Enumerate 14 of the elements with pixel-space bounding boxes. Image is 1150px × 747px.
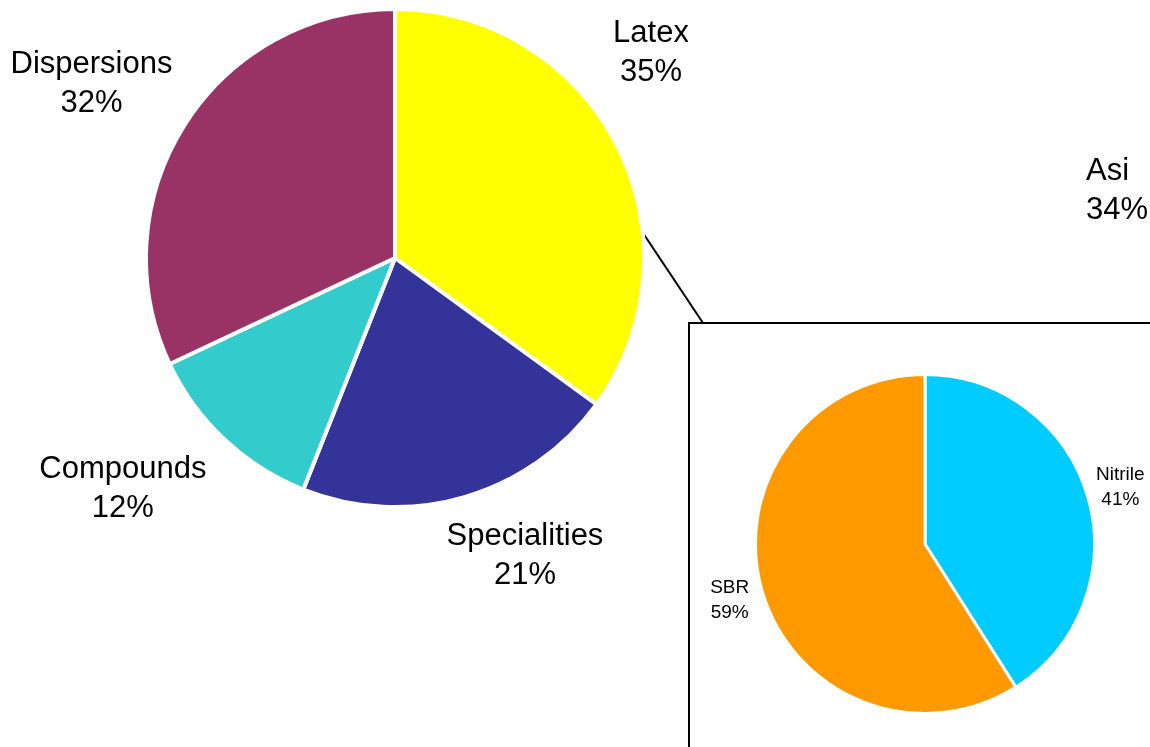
slice-label: Dispersions	[10, 44, 173, 80]
data-label: 12%	[91, 488, 154, 524]
slice-label: Compounds	[39, 449, 207, 485]
data-label: 59%	[710, 601, 749, 623]
data-label: 32%	[60, 83, 123, 119]
slice-label: Specialities	[446, 517, 604, 553]
slice-label: Latex	[613, 14, 690, 50]
data-label: 41%	[1101, 487, 1140, 509]
slice-label: Nitrile	[1096, 462, 1145, 484]
data-label: 21%	[493, 556, 556, 592]
text: 34%	[1086, 190, 1149, 228]
text: Asi	[1086, 151, 1131, 189]
data-label: 35%	[619, 53, 682, 89]
slice-label: SBR	[710, 576, 750, 598]
